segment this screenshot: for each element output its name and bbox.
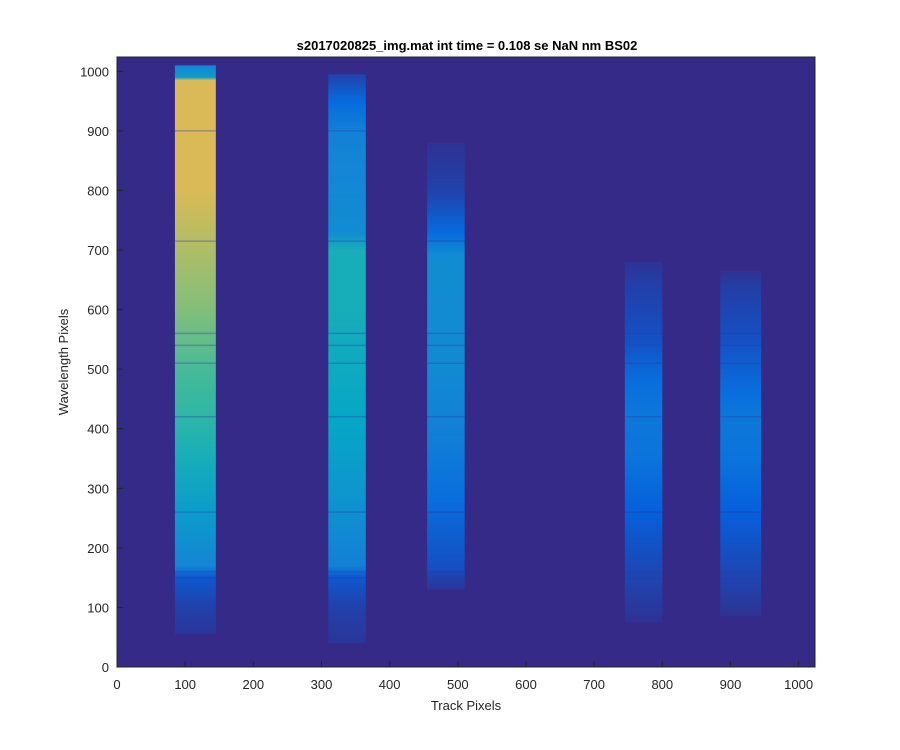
y-tick-label: 0 [102,660,109,675]
x-tick-label: 700 [583,677,605,692]
x-tick-label: 1000 [784,677,813,692]
x-tick-label: 400 [379,677,401,692]
plot-area [116,56,816,668]
y-tick-label: 600 [87,303,109,318]
plot-frame [116,56,816,668]
y-tick-label: 900 [87,124,109,139]
x-tick-label: 900 [720,677,742,692]
y-tick-label: 700 [87,243,109,258]
y-axis-label: Wavelength Pixels [56,308,71,415]
heatmap-background [117,57,815,667]
heatmap-track-5 [720,270,762,617]
x-tick-label: 500 [447,677,469,692]
x-tick-label: 300 [311,677,333,692]
heatmap-track-1 [174,65,216,635]
y-tick-label: 200 [87,541,109,556]
y-tick-label: 500 [87,362,109,377]
x-tick-label: 0 [113,677,120,692]
x-tick-label: 200 [242,677,264,692]
x-tick-label: 100 [174,677,196,692]
chart-title: s2017020825_img.mat int time = 0.108 se … [297,38,638,53]
x-tick-label: 800 [651,677,673,692]
heatmap-track-4 [624,261,663,623]
y-tick-label: 300 [87,481,109,496]
y-tick-label: 100 [87,600,109,615]
y-axis: 0 100 200 300 400 500 600 700 800 900 1000 [80,64,123,675]
y-tick-label: 800 [87,183,109,198]
x-tick-label: 600 [515,677,537,692]
y-tick-label: 400 [87,422,109,437]
x-axis-label: Track Pixels [431,698,502,713]
heatmap-track-3 [427,142,465,590]
y-tick-label: 1000 [80,64,109,79]
x-axis: 0 100 200 300 400 500 600 700 800 900 1000 [113,661,813,692]
heatmap-track-2 [328,74,366,644]
